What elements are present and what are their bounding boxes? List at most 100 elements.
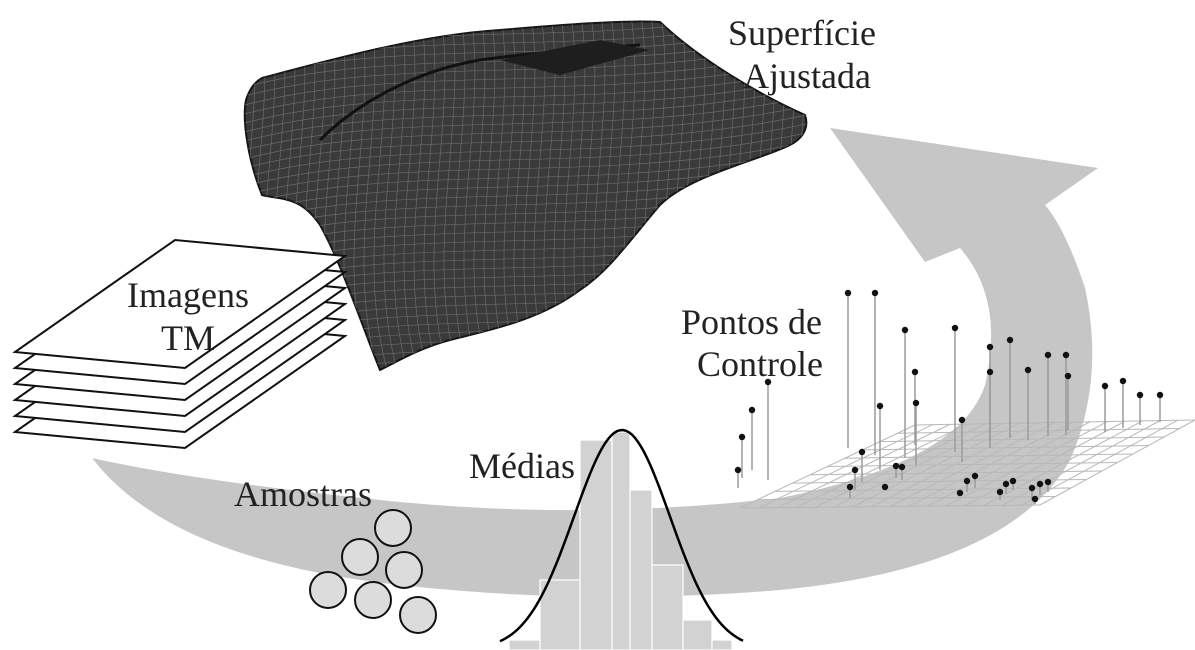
- label-surface-line1: Superfície: [728, 13, 876, 53]
- grid-line: [757, 496, 1056, 501]
- control-point: [1062, 351, 1070, 359]
- histogram-bar: [629, 489, 653, 650]
- histogram-bar: [682, 619, 713, 650]
- control-point-stems: [737, 293, 1161, 504]
- mesh-line: [244, 66, 807, 128]
- grid-line: [827, 462, 1118, 467]
- label-images-line1: Imagens: [127, 275, 249, 315]
- surface-dark-band: [500, 40, 650, 75]
- control-point: [1002, 480, 1010, 488]
- control-point: [951, 324, 959, 332]
- sample-circle: [309, 571, 347, 609]
- cycle-arrow-body: [92, 128, 1098, 597]
- sample-circle: [341, 538, 379, 576]
- control-points: [734, 289, 1164, 503]
- control-point: [1006, 336, 1014, 344]
- control-point: [1101, 382, 1109, 390]
- grid-lines: [739, 419, 1195, 509]
- mesh-line: [463, 21, 481, 370]
- mesh-line: [244, 102, 807, 164]
- control-point: [963, 477, 971, 485]
- histogram-bar: [651, 564, 684, 650]
- control-point: [1024, 366, 1032, 374]
- control-point: [846, 483, 854, 491]
- control-point: [734, 466, 742, 474]
- grid-line: [897, 428, 1180, 434]
- mesh-line: [373, 21, 391, 370]
- sample-circle: [385, 551, 423, 589]
- mesh-line: [393, 21, 411, 370]
- histogram-with-normal-curve: [499, 428, 744, 650]
- control-point: [1031, 495, 1039, 503]
- control-point: [1119, 377, 1127, 385]
- sample-circle: [374, 509, 412, 547]
- control-point: [748, 406, 756, 414]
- control-point: [876, 402, 884, 410]
- label-means: Médias: [469, 446, 575, 486]
- control-point: [764, 378, 772, 386]
- control-point: [1136, 391, 1144, 399]
- control-point: [844, 289, 852, 297]
- grid-line: [774, 487, 1072, 492]
- control-point: [1036, 480, 1044, 488]
- control-point: [996, 488, 1004, 496]
- mesh-line: [244, 111, 807, 173]
- control-point: [986, 368, 994, 376]
- mesh-line: [433, 21, 451, 370]
- mesh-line: [383, 21, 401, 370]
- label-images-line2: TM: [161, 318, 215, 358]
- mesh-line: [244, 138, 807, 200]
- mesh-line: [443, 21, 461, 370]
- control-point: [1064, 372, 1072, 380]
- mesh-line: [453, 21, 471, 370]
- normal-curve: [499, 428, 744, 643]
- image-layer-top: [12, 238, 348, 370]
- label-control-line1: Pontos de: [681, 302, 822, 342]
- grid-line: [879, 436, 1165, 443]
- control-point: [971, 472, 979, 480]
- control-point: [892, 462, 900, 470]
- control-point: [1044, 351, 1052, 359]
- control-point: [851, 466, 859, 474]
- control-point: [871, 289, 879, 297]
- control-point: [986, 343, 994, 351]
- mesh-line: [423, 21, 441, 370]
- histogram-bar: [611, 431, 631, 650]
- control-point-grid: [734, 289, 1195, 509]
- control-point: [1028, 484, 1036, 492]
- cycle-arrow: [92, 128, 1098, 597]
- control-point: [738, 433, 746, 441]
- mesh-line: [244, 120, 807, 182]
- mesh-line: [244, 84, 807, 146]
- mesh-line: [244, 93, 807, 155]
- control-point: [1009, 477, 1017, 485]
- control-point: [1044, 478, 1052, 486]
- grid-line: [844, 453, 1134, 459]
- grid-line: [792, 479, 1087, 484]
- grid-line: [739, 504, 1041, 509]
- control-point: [898, 463, 906, 471]
- grid-line: [862, 445, 1149, 451]
- label-samples: Amostras: [234, 474, 372, 514]
- grid-line: [809, 470, 1103, 476]
- control-point: [1156, 391, 1164, 399]
- image-stack: [12, 238, 348, 450]
- sample-circle: [399, 596, 437, 634]
- histogram-bar: [579, 439, 613, 650]
- control-point: [901, 326, 909, 334]
- control-point: [858, 448, 866, 456]
- control-point: [911, 368, 919, 376]
- histogram-bar: [711, 639, 733, 650]
- control-point: [956, 489, 964, 497]
- mesh-line: [244, 147, 807, 209]
- control-point: [912, 399, 920, 407]
- sample-circles: [309, 509, 437, 634]
- sample-circle: [354, 581, 392, 619]
- histogram-bar: [539, 579, 581, 650]
- control-point: [881, 483, 889, 491]
- histogram-bar: [508, 639, 541, 650]
- label-control-line2: Controle: [697, 344, 823, 384]
- mesh-line: [244, 75, 807, 137]
- label-surface-line2: Ajustada: [743, 56, 871, 96]
